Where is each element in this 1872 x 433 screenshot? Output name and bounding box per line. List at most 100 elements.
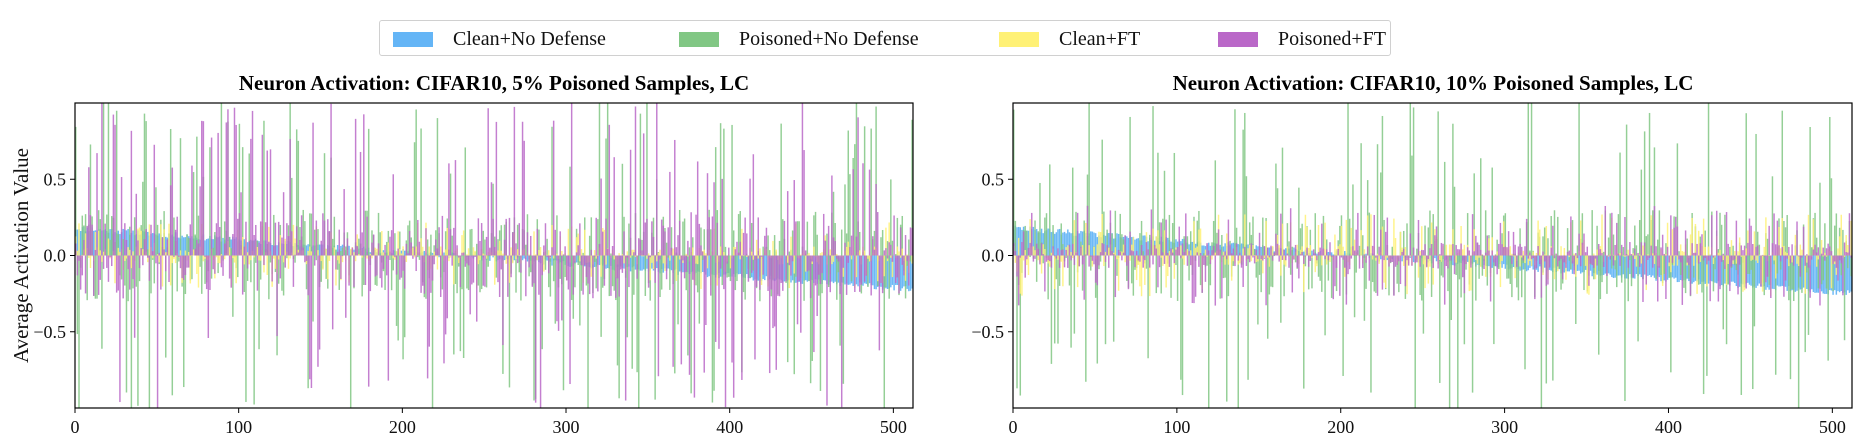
activation-bar [1368, 255, 1371, 281]
activation-bar [1199, 252, 1202, 256]
activation-bar [1471, 255, 1474, 393]
activation-bar [1263, 255, 1266, 259]
activation-bar [101, 103, 103, 256]
activation-bar [412, 247, 414, 256]
activation-bar [813, 255, 815, 353]
activation-bar [534, 254, 537, 256]
activation-bar [476, 243, 478, 256]
activation-bar [217, 255, 219, 263]
activation-bar [341, 255, 344, 263]
activation-bar [364, 210, 367, 256]
activation-bar [1811, 255, 1813, 290]
activation-bar [1437, 255, 1439, 269]
activation-bar [1504, 246, 1507, 256]
activation-bar [1843, 242, 1846, 256]
activation-bar [1101, 213, 1103, 256]
activation-bar [1391, 246, 1393, 256]
activation-bar [394, 255, 396, 260]
activation-bar [1312, 249, 1315, 256]
activation-bar [1216, 243, 1218, 256]
activation-bar [1801, 255, 1803, 258]
activation-bar [1734, 255, 1736, 260]
activation-bar [1658, 255, 1661, 268]
activation-bar [250, 255, 252, 261]
activation-bar [1060, 250, 1062, 256]
activation-bar [1081, 231, 1084, 256]
activation-bar [1771, 243, 1774, 256]
activation-bar [1786, 255, 1788, 259]
activation-bar [1619, 152, 1621, 256]
activation-bar [294, 254, 296, 256]
activation-bar [1078, 233, 1081, 256]
activation-bar [827, 225, 830, 256]
activation-bar [220, 255, 223, 268]
activation-bar [1363, 249, 1366, 256]
activation-bar [1806, 255, 1808, 273]
activation-bar [1399, 231, 1402, 256]
activation-bar [1743, 255, 1746, 291]
activation-bar [1689, 255, 1692, 296]
activation-bar [674, 139, 676, 256]
activation-bar [143, 239, 146, 256]
activation-bar [515, 243, 517, 256]
activation-bar [798, 255, 800, 282]
activation-bar [1566, 228, 1569, 256]
activation-bar [1675, 255, 1677, 278]
activation-bar [741, 255, 743, 380]
activation-bar [335, 255, 337, 270]
x-tick-label: 200 [1327, 417, 1354, 433]
activation-bar [1612, 254, 1615, 256]
activation-bar [120, 255, 123, 280]
activation-bar [1162, 255, 1164, 266]
activation-bar [888, 242, 890, 256]
activation-bar [322, 255, 324, 270]
activation-bar [703, 229, 705, 256]
activation-bar [626, 255, 629, 258]
activation-bar [1137, 255, 1140, 261]
activation-bar [1706, 255, 1708, 376]
activation-bar [1424, 225, 1426, 256]
activation-bar [482, 230, 485, 256]
activation-bar [330, 103, 332, 256]
activation-bar [1124, 255, 1126, 263]
activation-bar [857, 117, 859, 256]
activation-bar [1062, 255, 1064, 287]
activation-bar [1847, 255, 1849, 291]
activation-bar [268, 241, 270, 256]
activation-bar [675, 247, 678, 256]
activation-bar [1242, 248, 1244, 256]
activation-bar [1163, 255, 1166, 264]
activation-bar [1026, 255, 1028, 260]
activation-bar [335, 249, 337, 256]
activation-bar [147, 255, 149, 263]
activation-bar [706, 173, 709, 256]
activation-bar [850, 255, 853, 282]
activation-bar [336, 245, 339, 256]
activation-bar [1139, 233, 1141, 256]
activation-bar [453, 227, 455, 256]
activation-bar [387, 242, 390, 256]
activation-bar [1181, 255, 1184, 396]
activation-bar [79, 255, 82, 290]
activation-bar [1152, 106, 1154, 256]
activation-bar [266, 255, 268, 275]
activation-bar [318, 255, 321, 350]
activation-bar [1447, 255, 1449, 292]
activation-bar [608, 255, 611, 297]
activation-bar [909, 255, 912, 291]
activation-bar [1820, 255, 1823, 285]
activation-bar [1817, 255, 1820, 289]
activation-bar [561, 250, 563, 256]
activation-bar [1188, 251, 1190, 256]
activation-bar [253, 255, 255, 405]
activation-bar [430, 255, 432, 293]
activation-bar [238, 213, 241, 256]
activation-bar [611, 246, 614, 256]
activation-bar [1771, 176, 1774, 256]
activation-bar [1421, 226, 1423, 256]
activation-bar [855, 103, 858, 256]
activation-bar [1022, 231, 1025, 256]
activation-bar [223, 255, 226, 260]
activation-bar [228, 255, 231, 279]
activation-bar [1712, 255, 1715, 258]
